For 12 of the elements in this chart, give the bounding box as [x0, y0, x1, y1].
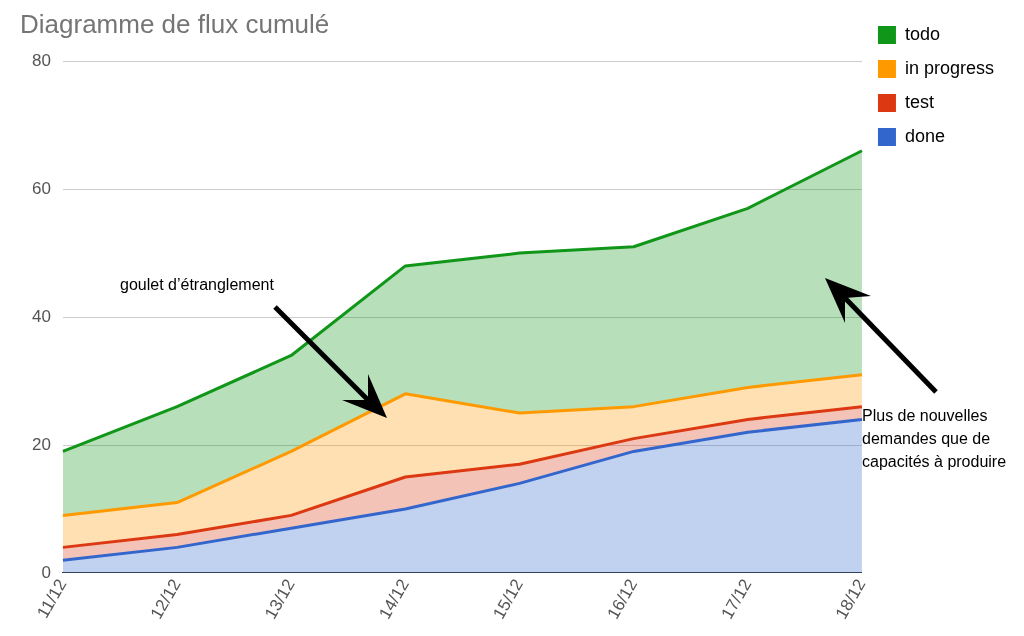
annotation: goulet d’étranglement — [120, 276, 274, 294]
y-tick-label: 0 — [41, 562, 51, 582]
legend-label: test — [904, 91, 934, 112]
y-tick-label: 20 — [31, 434, 51, 454]
y-tick-label: 40 — [31, 306, 51, 326]
legend-label: in progress — [904, 57, 994, 78]
text: Plus de nouvelles demandes que de capacités à produire — [862, 406, 1008, 472]
legend-label: done — [904, 125, 945, 146]
y-tick-label: 80 — [31, 50, 51, 70]
legend-label: todo — [904, 23, 940, 44]
y-tick-label: 60 — [31, 178, 51, 198]
chart-title: Diagramme de flux cumulé — [20, 8, 330, 39]
